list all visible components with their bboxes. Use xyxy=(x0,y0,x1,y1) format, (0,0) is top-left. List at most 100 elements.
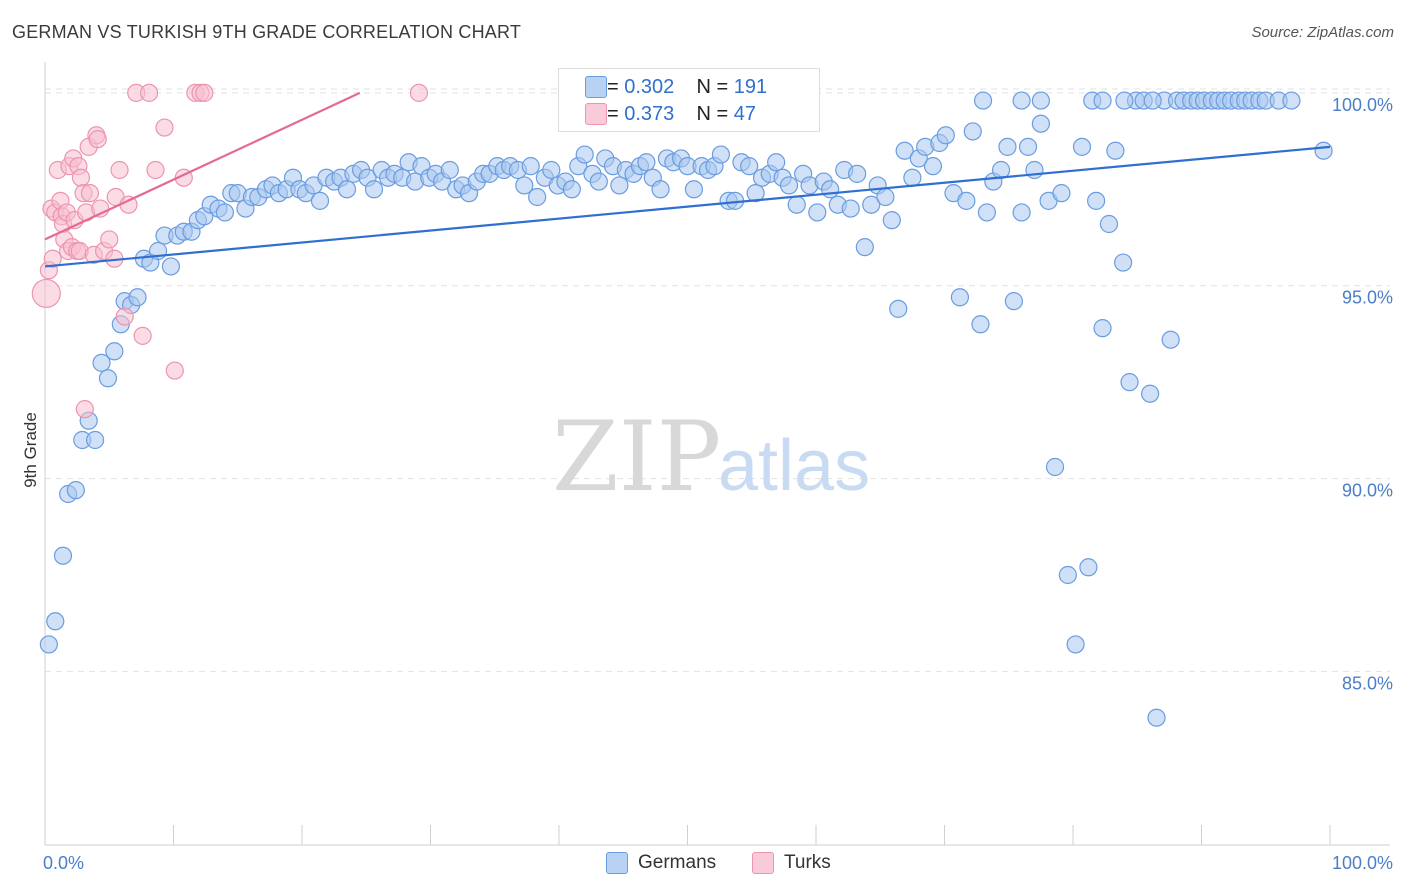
data-point-german xyxy=(923,157,943,176)
x-tick-label-left: 0.0% xyxy=(43,853,84,873)
data-point-german xyxy=(440,160,459,180)
data-point-german xyxy=(889,299,908,318)
data-point-german xyxy=(364,180,384,199)
data-point-german xyxy=(1031,91,1050,110)
watermark-zip: ZIP xyxy=(552,401,721,513)
data-point-german xyxy=(841,199,860,218)
data-point-turk xyxy=(165,361,184,380)
data-point-german xyxy=(1012,203,1031,222)
data-point-german xyxy=(882,211,901,230)
legend-swatch-germans xyxy=(585,76,607,98)
data-point-german xyxy=(1143,91,1162,110)
data-point-german xyxy=(973,91,993,110)
data-point-german xyxy=(779,176,799,195)
data-point-german xyxy=(767,153,786,172)
data-point-turk xyxy=(155,118,174,137)
legend-n-label: N = xyxy=(696,75,734,98)
data-point-german xyxy=(528,187,547,207)
data-point-german xyxy=(92,353,111,372)
x-tick-label-right: 100.0% xyxy=(1332,853,1393,873)
data-point-german xyxy=(66,481,85,500)
data-point-german xyxy=(1079,558,1098,577)
data-point-german xyxy=(1093,319,1112,338)
data-point-turk xyxy=(71,168,91,187)
data-point-german xyxy=(562,180,581,199)
legend-swatch-turks xyxy=(585,103,607,125)
data-point-german xyxy=(105,342,124,361)
data-point-german xyxy=(1314,141,1333,160)
data-point-german xyxy=(1087,191,1106,210)
data-point-german xyxy=(1147,708,1166,727)
data-point-turk xyxy=(80,184,100,203)
data-point-german xyxy=(855,238,874,257)
data-point-german xyxy=(128,288,147,307)
tick-labels: 100.0% 95.0% 90.0% 85.0% 0.0% 100.0% xyxy=(43,95,1393,873)
legend-n-value-turks: 47 xyxy=(733,102,757,125)
data-point-german xyxy=(808,203,827,222)
data-point-german xyxy=(971,315,990,334)
watermark-atlas: atlas xyxy=(718,426,870,506)
gridlines xyxy=(45,88,1390,672)
data-point-german xyxy=(637,153,656,172)
data-point-german xyxy=(39,635,58,654)
data-point-german xyxy=(950,288,970,307)
data-point-german xyxy=(542,160,561,180)
y-tick-label: 100.0% xyxy=(1332,95,1393,115)
data-point-german xyxy=(963,122,982,141)
legend-r-value-turks: 0.373 xyxy=(624,102,675,125)
data-point-turk xyxy=(146,160,165,180)
data-point-german xyxy=(1052,184,1071,203)
data-point-german xyxy=(1045,457,1065,477)
data-point-turk xyxy=(133,326,152,345)
data-point-german xyxy=(903,168,922,187)
chart-title: GERMAN VS TURKISH 9TH GRADE CORRELATION … xyxy=(12,22,522,42)
data-point-turk xyxy=(115,307,134,326)
data-point-german xyxy=(977,203,997,222)
bottom-legend-germans: Germans xyxy=(606,852,716,874)
data-point-german xyxy=(1031,114,1050,133)
data-point-german xyxy=(821,180,840,199)
y-tick-label: 90.0% xyxy=(1342,481,1393,501)
data-point-german xyxy=(337,180,357,199)
legend-r-value-germans: 0.302 xyxy=(624,75,675,98)
axes xyxy=(44,62,1390,846)
data-point-turk xyxy=(43,249,62,268)
data-point-german xyxy=(684,180,704,199)
trend-line-germans xyxy=(44,145,1331,268)
data-point-turk xyxy=(139,83,159,102)
data-point-german xyxy=(895,141,914,160)
data-point-turk xyxy=(409,83,429,102)
bottom-legend-turks: Turks xyxy=(752,852,831,874)
data-point-german xyxy=(1114,253,1133,272)
legend: R = 0.302 N = 191 R = 0.373 N = 47 xyxy=(558,68,820,132)
data-point-german xyxy=(1004,292,1023,311)
data-point-german xyxy=(711,145,731,164)
data-point-turk xyxy=(75,400,94,419)
data-point-german xyxy=(787,195,806,214)
trend-lines xyxy=(44,91,1331,268)
legend-n-value-germans: 191 xyxy=(733,75,768,98)
legend-row-turks: R = 0.373 N = 47 xyxy=(585,101,757,127)
data-point-german xyxy=(1115,91,1134,110)
data-point-german xyxy=(936,126,955,145)
data-point-german xyxy=(1161,330,1180,349)
data-point-german xyxy=(310,191,330,210)
data-point-german xyxy=(1072,137,1092,156)
data-point-german xyxy=(161,257,181,276)
data-point-german xyxy=(651,180,670,199)
data-point-german xyxy=(1066,635,1085,654)
data-point-german xyxy=(86,430,105,450)
bottom-swatch-germans xyxy=(606,852,628,874)
data-point-german xyxy=(1012,91,1031,110)
data-point-german xyxy=(515,176,534,195)
data-point-german xyxy=(1140,384,1160,403)
data-point-german xyxy=(746,184,765,203)
data-point-turk xyxy=(110,160,129,180)
legend-row-germans: R = 0.302 N = 191 xyxy=(585,74,768,100)
trend-line-turks xyxy=(44,91,361,241)
data-point-german xyxy=(215,203,234,222)
data-point-german xyxy=(1106,141,1125,160)
data-point-german xyxy=(1018,137,1038,156)
data-point-german xyxy=(53,546,73,565)
